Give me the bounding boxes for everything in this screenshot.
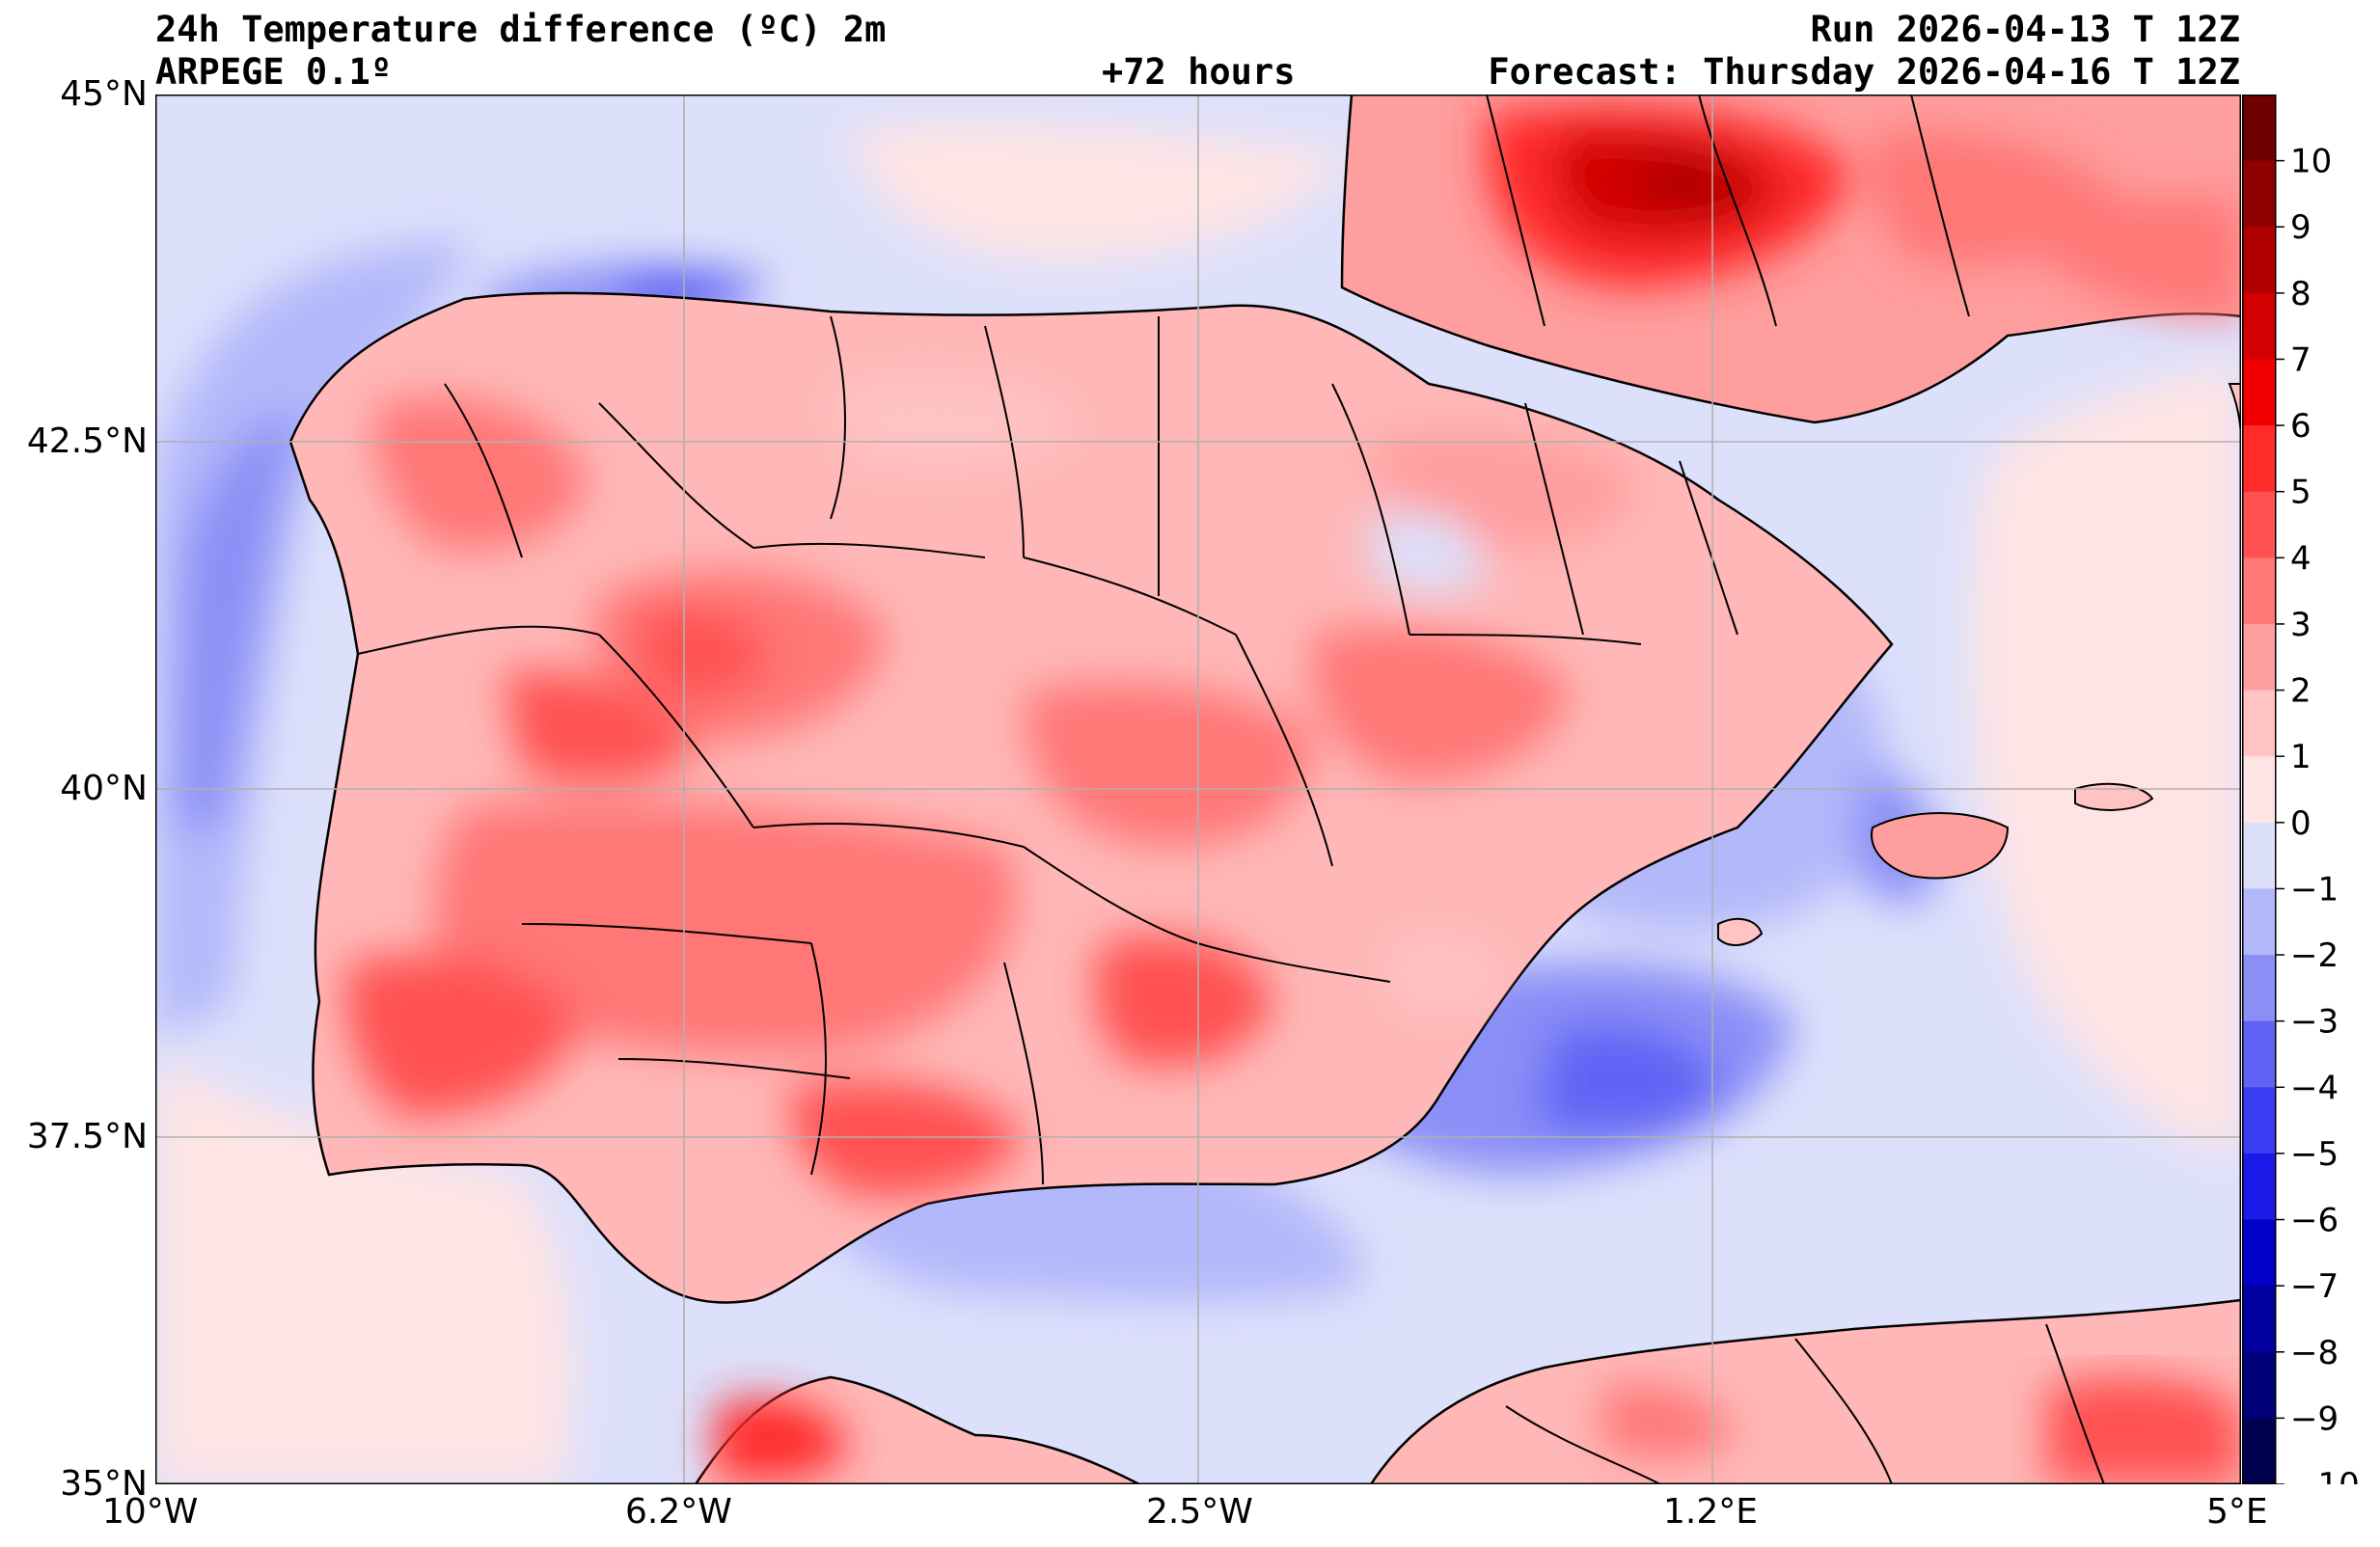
colorbar-cell (2242, 1219, 2276, 1287)
colorbar-cell (2242, 1351, 2276, 1419)
colorbar-cell (2242, 227, 2276, 294)
lon-tick-2-5w: 2.5°W (1146, 1492, 1253, 1532)
colorbar-cell (2242, 292, 2276, 360)
map-frame (155, 95, 2241, 1484)
colorbar-label: 4 (2290, 539, 2312, 578)
iberia-land (288, 291, 1894, 1304)
colorbar-label: 9 (2290, 208, 2312, 247)
lat-tick-35: 35°N (60, 1464, 148, 1504)
lon-tick-5e: 5°E (2206, 1492, 2268, 1532)
colorbar-cell (2242, 888, 2276, 956)
ibiza-island (1717, 917, 1764, 946)
colorbar-label: 5 (2290, 474, 2312, 512)
colorbar-cell (2242, 1153, 2276, 1221)
colorbar-label: 0 (2290, 804, 2312, 843)
colorbar-label: −6 (2290, 1202, 2339, 1240)
run-label: Run 2026-04-13 T 12Z (1810, 9, 2240, 50)
colorbar-label: 1 (2290, 738, 2312, 776)
colorbar-label: 6 (2290, 407, 2312, 446)
colorbar-cell (2242, 822, 2276, 889)
lon-tick-1-2e: 1.2°E (1663, 1492, 1758, 1532)
menorca-island (2074, 782, 2154, 811)
forecast-label: Forecast: Thursday 2026-04-16 T 12Z (1488, 51, 2240, 93)
model-label: ARPEGE 0.1º (155, 51, 393, 93)
colorbar-label: 3 (2290, 606, 2312, 644)
colorbar-cell (2242, 491, 2276, 558)
colorbar-cell (2242, 557, 2276, 625)
colorbar-cell (2242, 425, 2276, 493)
colorbar-label: −9 (2290, 1399, 2339, 1438)
colorbar-cell (2242, 1020, 2276, 1088)
north-africa-land (694, 1298, 2241, 1484)
lead-time-label: +72 hours (1102, 51, 1296, 93)
france-land (1340, 95, 2241, 424)
province-borders (357, 95, 2105, 1484)
lon-tick-6-2w: 6.2°W (625, 1492, 732, 1532)
colorbar-label: −5 (2290, 1135, 2339, 1174)
colorbar-label: 7 (2290, 340, 2312, 379)
colorbar-cell (2242, 1418, 2276, 1484)
lat-tick-37-5: 37.5°N (26, 1117, 148, 1156)
lat-tick-42-5: 42.5°N (26, 421, 148, 461)
colorbar-cell (2242, 95, 2276, 162)
map-title: 24h Temperature difference (ºC) 2m (155, 9, 887, 50)
colorbar-label: −10 (2290, 1466, 2360, 1484)
colorbar-cell (2242, 955, 2276, 1022)
lat-tick-40: 40°N (60, 769, 148, 808)
colorbar-label: −8 (2290, 1334, 2339, 1372)
lat-tick-45: 45°N (60, 74, 148, 114)
colorbar-cell (2242, 359, 2276, 426)
lon-tick-10w: 10°W (102, 1492, 199, 1532)
colorbar-label: −3 (2290, 1003, 2339, 1042)
colorbar-label: 2 (2290, 672, 2312, 711)
colorbar-label: −2 (2290, 936, 2339, 975)
colorbar-cell (2242, 160, 2276, 228)
temperature-map (155, 95, 2241, 1484)
colorbar-label: −4 (2290, 1069, 2339, 1107)
colorbar-cell (2242, 690, 2276, 757)
colorbar-cell (2242, 1286, 2276, 1353)
colorbar-label: 10 (2290, 143, 2332, 181)
colorbar-cell (2242, 756, 2276, 824)
colorbar-cell (2242, 623, 2276, 692)
graticule (155, 95, 2241, 1484)
mallorca-island (1871, 812, 2010, 880)
colorbar-label: −7 (2290, 1267, 2339, 1306)
sardinia-edge (2228, 383, 2241, 443)
colorbar-label: −1 (2290, 870, 2339, 909)
colorbar-cell (2242, 1087, 2276, 1154)
colorbar-label: 8 (2290, 275, 2312, 313)
